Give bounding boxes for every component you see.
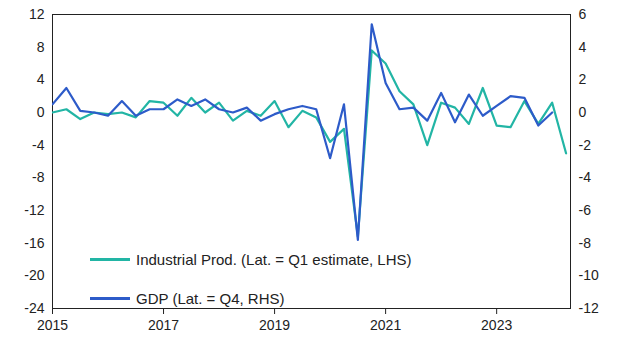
svg-text:-8: -8 [579, 235, 592, 251]
html-text:GDP (Lat. = Q4, RHS): GDP (Lat. = Q4, RHS) [136, 290, 285, 307]
svg-text:0: 0 [37, 104, 45, 120]
svg-text:-12: -12 [24, 202, 44, 218]
svg-text:8: 8 [37, 39, 45, 55]
svg-text:-20: -20 [24, 267, 44, 283]
svg-text:-10: -10 [579, 267, 599, 283]
svg-text:2015: 2015 [37, 317, 68, 333]
svg-text:0: 0 [579, 104, 587, 120]
svg-text:-4: -4 [579, 169, 592, 185]
svg-text:4: 4 [37, 71, 45, 87]
svg-text:-6: -6 [579, 202, 592, 218]
svg-text:2023: 2023 [481, 317, 512, 333]
svg-text:2021: 2021 [370, 317, 401, 333]
svg-text:-4: -4 [32, 137, 45, 153]
svg-text:-16: -16 [24, 235, 44, 251]
svg-text:-24: -24 [24, 300, 44, 316]
svg-text:-2: -2 [579, 137, 592, 153]
svg-text:12: 12 [29, 6, 45, 22]
svg-text:6: 6 [579, 6, 587, 22]
svg-text:4: 4 [579, 39, 587, 55]
svg-text:2019: 2019 [259, 317, 290, 333]
html-text:Industrial Prod. (Lat. = Q1 es: Industrial Prod. (Lat. = Q1 estimate, LH… [136, 251, 412, 268]
svg-text:-12: -12 [579, 300, 599, 316]
svg-text:-8: -8 [32, 169, 45, 185]
svg-text:2: 2 [579, 71, 587, 87]
svg-text:2017: 2017 [148, 317, 179, 333]
